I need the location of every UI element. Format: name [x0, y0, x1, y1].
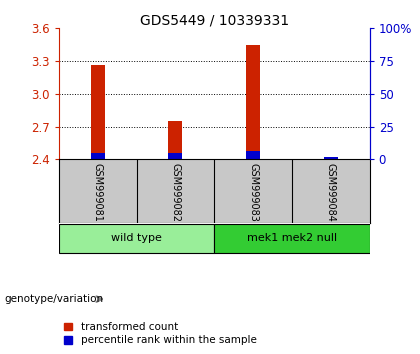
Text: genotype/variation: genotype/variation	[4, 294, 103, 304]
Bar	[214, 224, 370, 253]
Text: GSM999082: GSM999082	[171, 162, 180, 222]
Bar	[246, 152, 260, 159]
Bar	[246, 45, 260, 159]
Bar	[91, 153, 105, 159]
Text: GSM999081: GSM999081	[93, 162, 102, 221]
Title: GDS5449 / 10339331: GDS5449 / 10339331	[139, 13, 289, 27]
Text: wild type: wild type	[111, 233, 162, 243]
Bar	[324, 157, 338, 159]
Text: GSM999083: GSM999083	[248, 162, 258, 221]
Text: mek1 mek2 null: mek1 mek2 null	[247, 233, 337, 243]
Legend: transformed count, percentile rank within the sample: transformed count, percentile rank withi…	[64, 322, 257, 345]
Bar	[91, 65, 105, 159]
Bar	[168, 121, 182, 159]
Bar	[59, 224, 214, 253]
Bar	[168, 153, 182, 159]
Text: GSM999084: GSM999084	[326, 162, 336, 221]
